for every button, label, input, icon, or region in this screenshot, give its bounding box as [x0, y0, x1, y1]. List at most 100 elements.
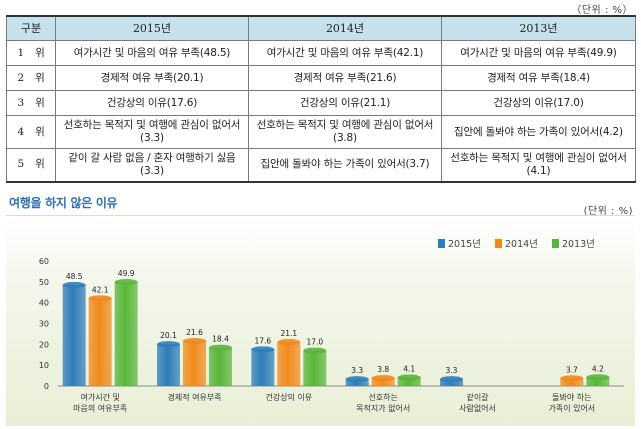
- bar-top: [88, 295, 112, 302]
- y-tick-label: 30: [39, 320, 49, 329]
- unit-label-table: （단위 : %）: [571, 5, 633, 16]
- data-label: 21.1: [280, 329, 297, 338]
- bar-top: [251, 346, 275, 353]
- category-label: 돌봐야 하는: [552, 392, 591, 402]
- legend-swatch: [552, 239, 559, 248]
- bar-top: [157, 341, 180, 348]
- data-label: 17.6: [254, 336, 271, 345]
- rank-cell: 5 위: [6, 148, 56, 183]
- cell-2013: 건강상의 이유(17.0): [441, 90, 636, 116]
- unit-label-chart: (단위 : %): [583, 206, 633, 217]
- data-label: 20.1: [160, 331, 177, 340]
- bar-2013년: [397, 377, 421, 386]
- category-label: 마음의 여유부족: [73, 403, 127, 413]
- legend-swatch: [495, 239, 502, 248]
- chart-area: 0 10 20 30 40 50 60 48.5 42.1 49.9 여가시간 및 마음의 여유부족 2…: [6, 215, 635, 426]
- data-label: 18.4: [212, 335, 229, 344]
- data-label: 48.5: [66, 272, 83, 281]
- cell-2015: 여가시간 및 마음의 여유 부족(48.5): [55, 40, 249, 66]
- cell-2015: 건강상의 이유(17.6): [55, 90, 249, 116]
- table-row: 1 위 여가시간 및 마음의 여유 부족(48.5) 여가시간 및 마음의 여유…: [6, 40, 636, 66]
- bar-top: [62, 281, 86, 288]
- legend-label: 2013년: [562, 239, 595, 250]
- table-row: 2 위 경제적 여유 부족(20.1) 경제적 여유 부족(21.6) 경제적 …: [6, 65, 636, 91]
- data-label: 4.2: [592, 364, 604, 373]
- y-tick-label: 20: [39, 340, 49, 349]
- bar-2014년: [560, 378, 584, 386]
- legend-label: 2015년: [448, 239, 481, 250]
- cell-2013: 선호하는 목적지 및 여행에 관심이 없어서(4.1): [441, 148, 636, 183]
- category-label: 가족이 있어서: [548, 403, 595, 413]
- cell-2015: 경제적 여유 부족(20.1): [55, 65, 249, 91]
- cell-2013: 경제적 여유 부족(18.4): [441, 65, 636, 91]
- bar-top: [209, 344, 232, 351]
- data-label: 17.0: [306, 338, 323, 347]
- bar-2014년: [371, 378, 395, 386]
- category-label: 선호하는: [368, 392, 397, 402]
- cell-2014: 집안에 돌봐야 하는 가족이 있어서(3.7): [248, 148, 442, 183]
- bar-top: [303, 347, 327, 354]
- table-row: 4 위 선호하는 목적지 및 여행에 관심이 없어서(3.3) 선호하는 목적지…: [6, 115, 636, 149]
- category-label: 여가시간 및: [80, 392, 119, 402]
- cell-2015: 같이 갈 사람 없음 / 혼자 여행하기 싫음(3.3): [55, 148, 249, 183]
- cell-2014: 경제적 여유 부족(21.6): [248, 65, 442, 91]
- header-category: 구분: [6, 15, 56, 41]
- bar-top: [560, 375, 584, 382]
- rank-cell: 3 위: [6, 90, 56, 116]
- bar-2013년: [114, 282, 138, 386]
- bar-top: [114, 279, 138, 286]
- bar-top: [397, 374, 421, 381]
- data-label: 42.1: [92, 285, 109, 294]
- table-header-row: 구분 2015년 2014년 2013년: [6, 15, 636, 41]
- table-row: 3 위 건강상의 이유(17.6) 건강상의 이유(21.1) 건강상의 이유(…: [6, 90, 636, 116]
- cell-2015: 선호하는 목적지 및 여행에 관심이 없어서(3.3): [55, 115, 249, 149]
- bar-top: [371, 375, 395, 382]
- bar-2015년: [251, 349, 275, 386]
- bar-top: [440, 376, 463, 383]
- data-label: 49.9: [118, 269, 135, 278]
- category-label: 목적지가 없어서: [356, 403, 410, 413]
- legend-label: 2014년: [505, 239, 538, 250]
- y-tick-label: 50: [39, 278, 49, 287]
- bar-2014년: [88, 298, 112, 386]
- data-label: 3.3: [446, 366, 458, 375]
- rank-cell: 2 위: [6, 65, 56, 91]
- header-2014: 2014년: [248, 15, 442, 41]
- cell-2014: 선호하는 목적지 및 여행에 관심이 없어서(3.8): [248, 115, 442, 149]
- bar-2013년: [586, 377, 610, 386]
- bar-2014년: [277, 342, 301, 386]
- category-label: 건강상의 이유: [265, 392, 312, 402]
- bar-2014년: [183, 341, 206, 386]
- header-2013: 2013년: [441, 15, 636, 41]
- cell-2013: 여가시간 및 마음의 여유 부족(49.9): [441, 40, 636, 66]
- y-tick-label: 10: [39, 361, 49, 370]
- bar-top: [183, 338, 206, 344]
- category-label: 같이갈: [466, 392, 489, 402]
- legend-swatch: [438, 239, 445, 248]
- bar-top: [277, 339, 301, 346]
- bar-2013년: [303, 350, 327, 386]
- category-label: 사람없어서: [459, 403, 496, 413]
- bar-top: [586, 374, 610, 381]
- ranking-table: 구분 2015년 2014년 2013년 1 위 여가시간 및 마음의 여유 부…: [6, 15, 636, 183]
- chart-title: 여행을 하지 않은 이유: [9, 196, 118, 210]
- cell-2014: 여가시간 및 마음의 여유 부족(42.1): [248, 40, 442, 66]
- rank-cell: 4 위: [6, 115, 56, 149]
- bar-2015년: [62, 284, 86, 386]
- data-label: 3.7: [566, 365, 578, 374]
- bar-2015년: [157, 344, 180, 386]
- data-label: 3.3: [351, 366, 363, 375]
- bar-top: [345, 376, 369, 383]
- bar-2015년: [440, 379, 463, 386]
- header-2015: 2015년: [55, 15, 249, 41]
- y-tick-label: 60: [39, 257, 49, 266]
- bar-2015년: [345, 379, 369, 386]
- cell-2014: 건강상의 이유(21.1): [248, 90, 442, 116]
- y-tick-label: 40: [39, 299, 49, 308]
- data-label: 4.1: [403, 364, 415, 373]
- bar-2013년: [209, 347, 232, 386]
- data-label: 21.6: [186, 328, 203, 337]
- data-label: 3.8: [377, 365, 389, 374]
- table-row: 5 위 같이 갈 사람 없음 / 혼자 여행하기 싫음(3.3) 집안에 돌봐야…: [6, 148, 636, 183]
